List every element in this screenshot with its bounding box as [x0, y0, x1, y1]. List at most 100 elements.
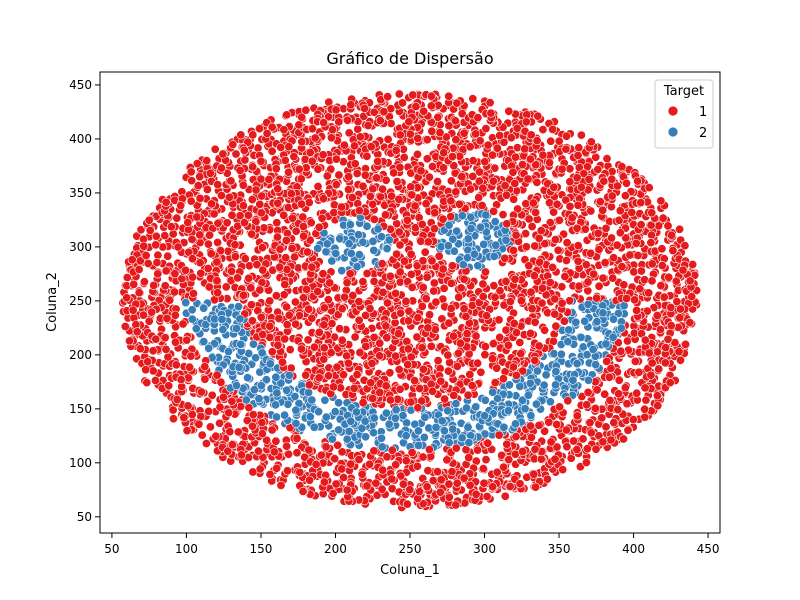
- scatter-point-target-1: [367, 358, 377, 368]
- scatter-point-target-1: [362, 481, 372, 491]
- scatter-point-target-1: [181, 265, 191, 275]
- scatter-point-target-1: [640, 412, 650, 422]
- scatter-point-target-2: [305, 412, 315, 422]
- scatter-point-target-2: [187, 305, 197, 315]
- scatter-point-target-1: [475, 167, 485, 177]
- scatter-point-target-1: [331, 479, 341, 489]
- scatter-point-target-1: [310, 133, 320, 143]
- scatter-point-target-1: [256, 208, 266, 218]
- scatter-point-target-1: [442, 455, 452, 465]
- scatter-point-target-1: [592, 385, 602, 395]
- scatter-point-target-1: [465, 142, 475, 152]
- scatter-point-target-1: [342, 115, 352, 125]
- scatter-point-target-2: [480, 411, 490, 421]
- scatter-point-target-1: [218, 149, 228, 159]
- scatter-point-target-1: [520, 144, 530, 154]
- scatter-point-target-1: [179, 413, 189, 423]
- scatter-point-target-1: [444, 121, 454, 131]
- scatter-point-target-1: [277, 357, 287, 367]
- scatter-point-target-2: [616, 323, 626, 333]
- scatter-point-target-1: [387, 445, 397, 455]
- scatter-point-target-1: [631, 238, 641, 248]
- scatter-point-target-1: [318, 194, 328, 204]
- scatter-point-target-1: [600, 389, 610, 399]
- scatter-point-target-1: [432, 467, 442, 477]
- scatter-point-target-1: [230, 252, 240, 262]
- scatter-point-target-1: [403, 316, 413, 326]
- scatter-point-target-1: [358, 398, 368, 408]
- scatter-point-target-1: [595, 197, 605, 207]
- scatter-point-target-1: [657, 244, 667, 254]
- scatter-point-target-1: [151, 334, 161, 344]
- scatter-point-target-1: [586, 428, 596, 438]
- scatter-point-target-1: [428, 475, 438, 485]
- scatter-point-target-1: [313, 182, 323, 192]
- scatter-point-target-2: [284, 370, 294, 380]
- scatter-point-target-1: [537, 283, 547, 293]
- scatter-point-target-1: [494, 430, 504, 440]
- scatter-point-target-1: [565, 201, 575, 211]
- scatter-point-target-2: [501, 235, 511, 245]
- scatter-point-target-1: [354, 206, 364, 216]
- scatter-point-target-1: [307, 124, 317, 134]
- scatter-point-target-1: [183, 401, 193, 411]
- scatter-point-target-1: [661, 343, 671, 353]
- scatter-point-target-1: [459, 304, 469, 314]
- scatter-point-target-1: [664, 272, 674, 282]
- scatter-point-target-1: [357, 469, 367, 479]
- scatter-point-target-1: [617, 262, 627, 272]
- scatter-point-target-1: [647, 230, 657, 240]
- scatter-point-target-1: [612, 240, 622, 250]
- scatter-point-target-1: [565, 296, 575, 306]
- scatter-point-target-1: [279, 290, 289, 300]
- scatter-point-target-1: [419, 106, 429, 116]
- scatter-point-target-1: [321, 442, 331, 452]
- scatter-point-target-1: [614, 389, 624, 399]
- scatter-point-target-1: [352, 370, 362, 380]
- scatter-point-target-1: [205, 422, 215, 432]
- scatter-point-target-1: [354, 315, 364, 325]
- scatter-point-target-1: [401, 296, 411, 306]
- scatter-point-target-1: [521, 199, 531, 209]
- scatter-point-target-1: [640, 335, 650, 345]
- scatter-point-target-1: [172, 394, 182, 404]
- scatter-point-target-1: [385, 395, 395, 405]
- scatter-point-target-1: [608, 273, 618, 283]
- scatter-point-target-1: [666, 230, 676, 240]
- scatter-point-target-1: [182, 426, 192, 436]
- scatter-point-target-1: [253, 143, 263, 153]
- scatter-point-target-1: [531, 208, 541, 218]
- scatter-point-target-1: [148, 346, 158, 356]
- scatter-point-target-1: [654, 221, 664, 231]
- scatter-point-target-1: [195, 258, 205, 268]
- scatter-point-target-1: [614, 375, 624, 385]
- scatter-point-target-1: [350, 332, 360, 342]
- scatter-point-target-1: [298, 212, 308, 222]
- scatter-point-target-1: [331, 154, 341, 164]
- scatter-point-target-2: [352, 262, 362, 272]
- scatter-point-target-2: [576, 332, 586, 342]
- scatter-point-target-1: [687, 292, 697, 302]
- scatter-point-target-1: [535, 257, 545, 267]
- scatter-point-target-1: [412, 332, 422, 342]
- scatter-point-target-1: [205, 230, 215, 240]
- scatter-point-target-1: [212, 257, 222, 267]
- scatter-point-target-2: [321, 247, 331, 257]
- scatter-point-target-1: [438, 163, 448, 173]
- scatter-point-target-2: [466, 224, 476, 234]
- scatter-point-target-1: [215, 418, 225, 428]
- scatter-point-target-1: [212, 370, 222, 380]
- scatter-point-target-1: [265, 469, 275, 479]
- scatter-point-target-1: [337, 464, 347, 474]
- scatter-point-target-1: [590, 403, 600, 413]
- scatter-point-target-1: [525, 154, 535, 164]
- scatter-point-target-1: [152, 257, 162, 267]
- scatter-point-target-1: [391, 351, 401, 361]
- scatter-point-target-1: [254, 446, 264, 456]
- scatter-point-target-1: [282, 110, 292, 120]
- scatter-point-target-1: [144, 316, 154, 326]
- scatter-point-target-1: [616, 346, 626, 356]
- scatter-point-target-2: [443, 241, 453, 251]
- scatter-point-target-2: [419, 432, 429, 442]
- scatter-point-target-1: [573, 256, 583, 266]
